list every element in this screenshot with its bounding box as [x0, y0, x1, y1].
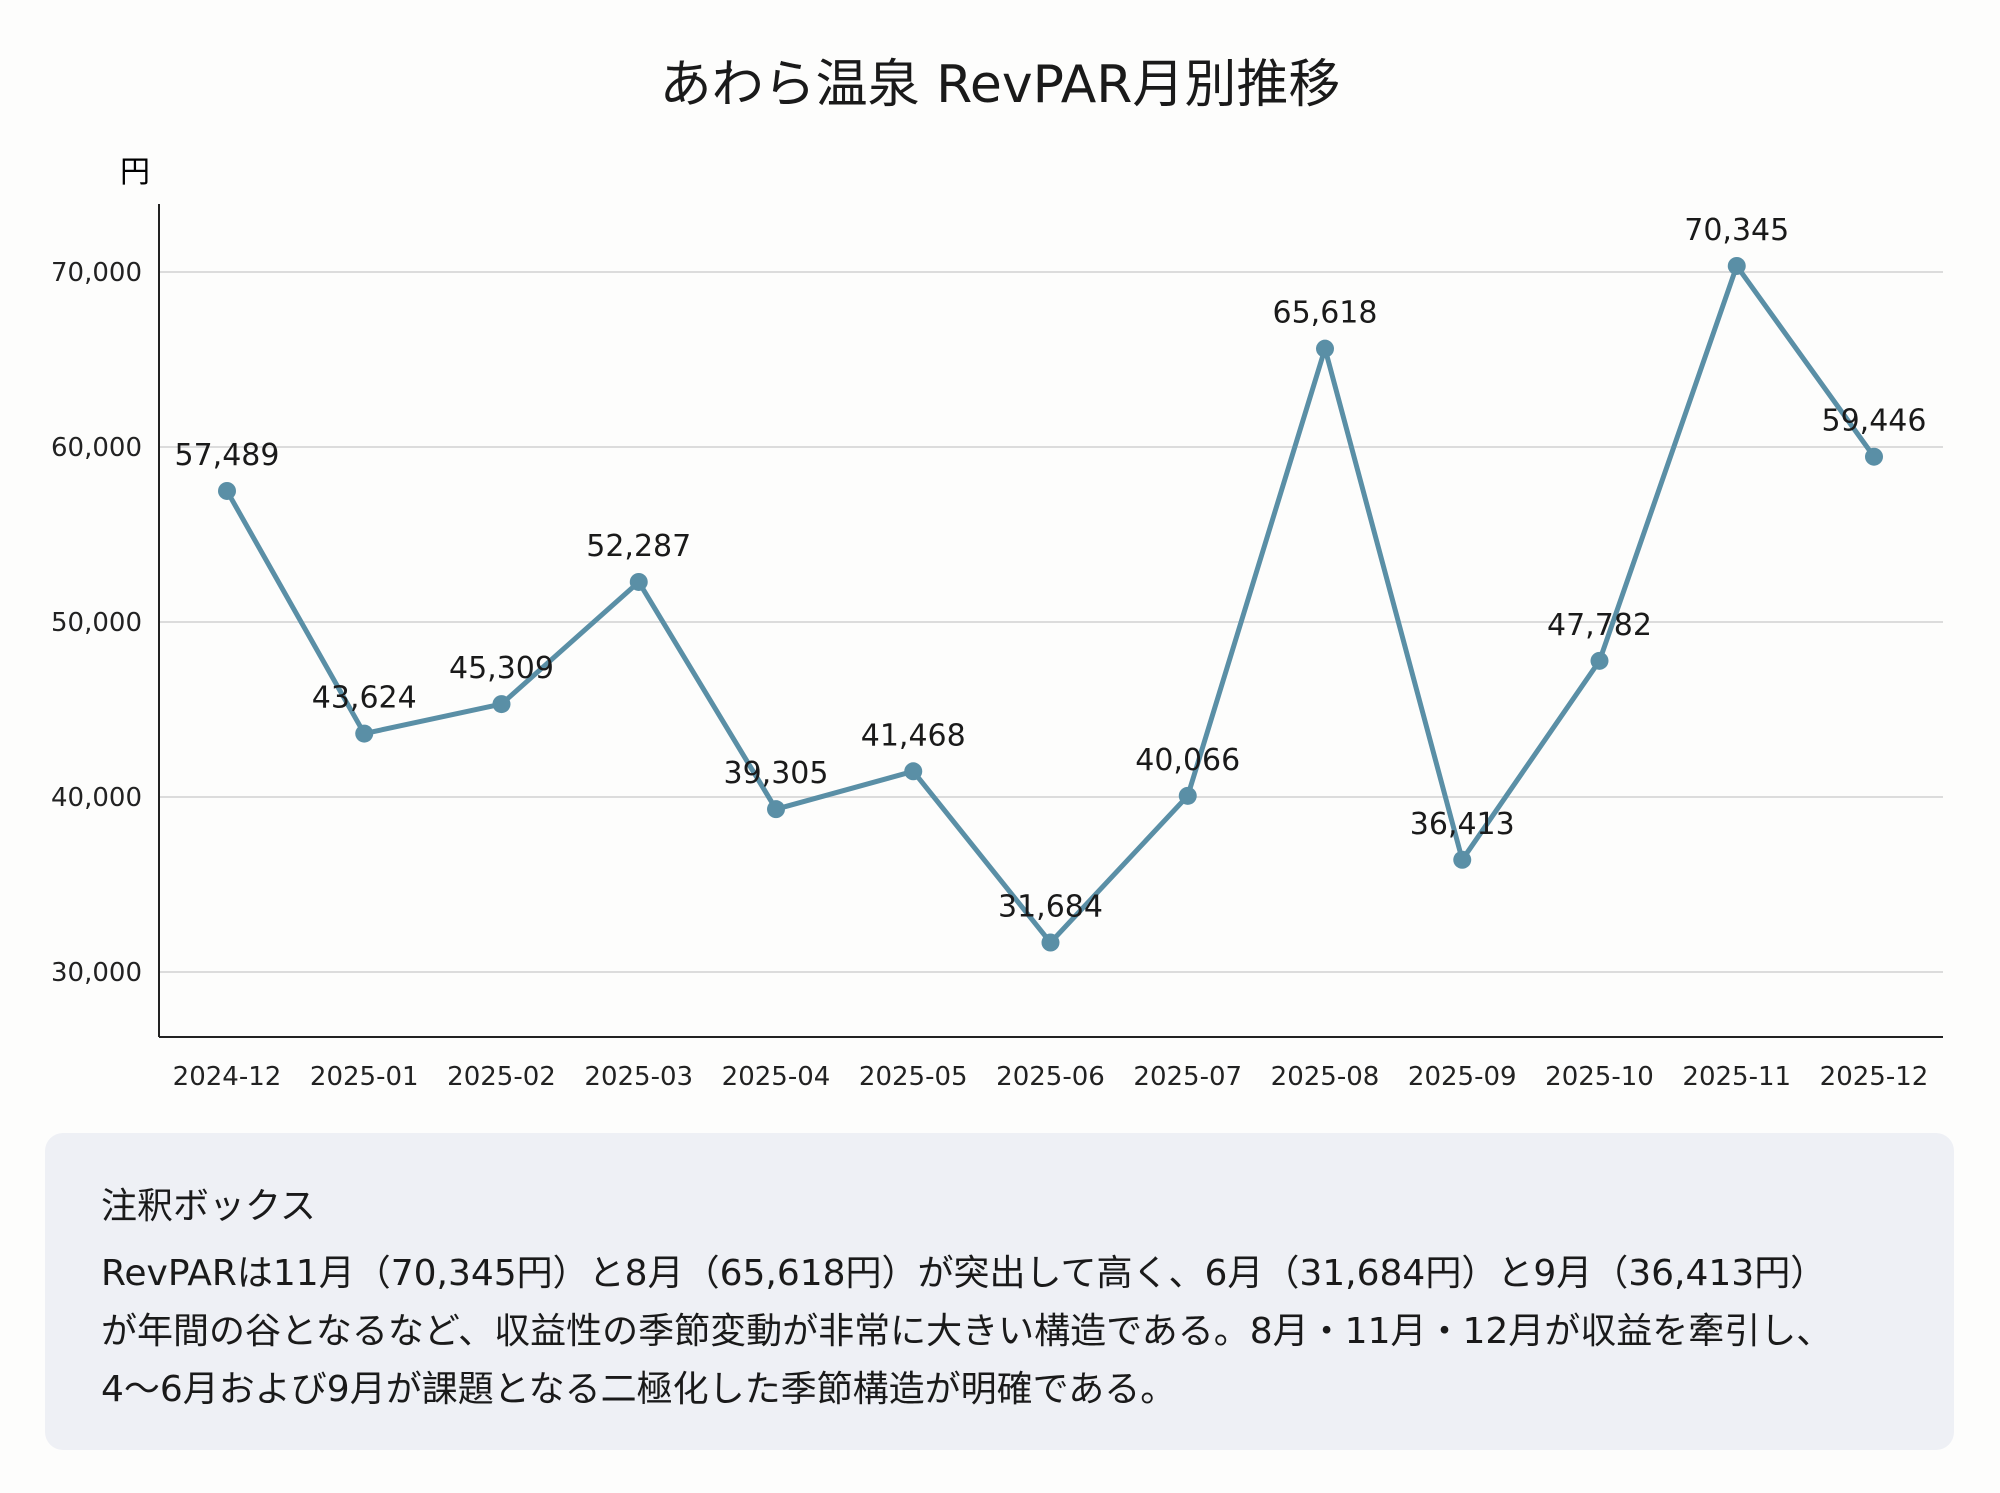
data-point — [1590, 651, 1609, 670]
x-tick-label: 2025-04 — [722, 1062, 831, 1092]
y-tick-label: 60,000 — [51, 433, 142, 463]
x-tick-label: 2024-12 — [173, 1062, 282, 1092]
data-label: 57,489 — [175, 438, 280, 473]
series-line — [224, 263, 1877, 946]
data-label: 41,468 — [861, 718, 966, 753]
y-tick-label: 50,000 — [51, 608, 142, 638]
data-label: 40,066 — [1135, 743, 1240, 778]
annotation-box: 注釈ボックス RevPARは11月（70,345円）と8月（65,618円）が突… — [45, 1133, 1954, 1450]
data-label: 39,305 — [724, 756, 829, 791]
x-tick-label: 2025-05 — [859, 1062, 968, 1092]
data-point — [492, 695, 511, 714]
annotation-line: RevPARは11月（70,345円）と8月（65,618円）が突出して高く、6… — [101, 1253, 1827, 1294]
data-label: 65,618 — [1273, 296, 1378, 331]
data-point — [904, 762, 923, 781]
data-point — [355, 724, 374, 743]
y-tick-label: 70,000 — [51, 258, 142, 288]
x-tick-label: 2025-09 — [1408, 1062, 1517, 1092]
y-axis-unit: 円 — [120, 155, 150, 190]
x-tick-label: 2025-06 — [996, 1062, 1105, 1092]
annotation-body: RevPARは11月（70,345円）と8月（65,618円）が突出して高く、6… — [101, 1245, 1898, 1419]
data-point — [1727, 256, 1746, 275]
data-label: 31,684 — [998, 890, 1103, 925]
data-label: 70,345 — [1684, 213, 1789, 248]
data-label: 36,413 — [1410, 807, 1515, 842]
chart-title: あわら温泉 RevPAR月別推移 — [659, 55, 1341, 115]
data-point — [1041, 933, 1060, 952]
y-tick-label: 40,000 — [51, 783, 142, 813]
x-tick-label: 2025-02 — [447, 1062, 556, 1092]
x-tick-label: 2025-12 — [1820, 1062, 1929, 1092]
x-tick-label: 2025-08 — [1271, 1062, 1380, 1092]
data-point — [1178, 786, 1197, 805]
data-label: 45,309 — [449, 651, 554, 686]
y-tick-label: 30,000 — [51, 958, 142, 988]
annotation-line: が年間の谷となるなど、収益性の季節変動が非常に大きい構造である。8月・11月・1… — [101, 1311, 1833, 1352]
data-point — [629, 572, 648, 591]
x-tick-label: 2025-03 — [584, 1062, 693, 1092]
data-point — [218, 481, 236, 500]
data-point — [1865, 447, 1883, 466]
x-tick-label: 2025-10 — [1545, 1062, 1654, 1092]
data-point — [1453, 850, 1472, 869]
data-point — [767, 800, 785, 819]
data-label: 52,287 — [586, 529, 691, 564]
data-label: 47,782 — [1547, 608, 1652, 643]
data-point — [1316, 339, 1334, 358]
annotation-title: 注釈ボックス — [101, 1186, 316, 1227]
data-label: 59,446 — [1822, 404, 1927, 439]
annotation-line: 4〜6月および9月が課題となる二極化した季節構造が明確である。 — [101, 1369, 1177, 1410]
x-tick-label: 2025-01 — [310, 1062, 419, 1092]
data-label: 43,624 — [312, 681, 417, 716]
line-chart: 円 30,000 40,000 50,000 60,000 70,000 2024-12… — [51, 155, 1943, 1092]
x-tick-label: 2025-07 — [1133, 1062, 1242, 1092]
x-tick-label: 2025-11 — [1682, 1062, 1791, 1092]
